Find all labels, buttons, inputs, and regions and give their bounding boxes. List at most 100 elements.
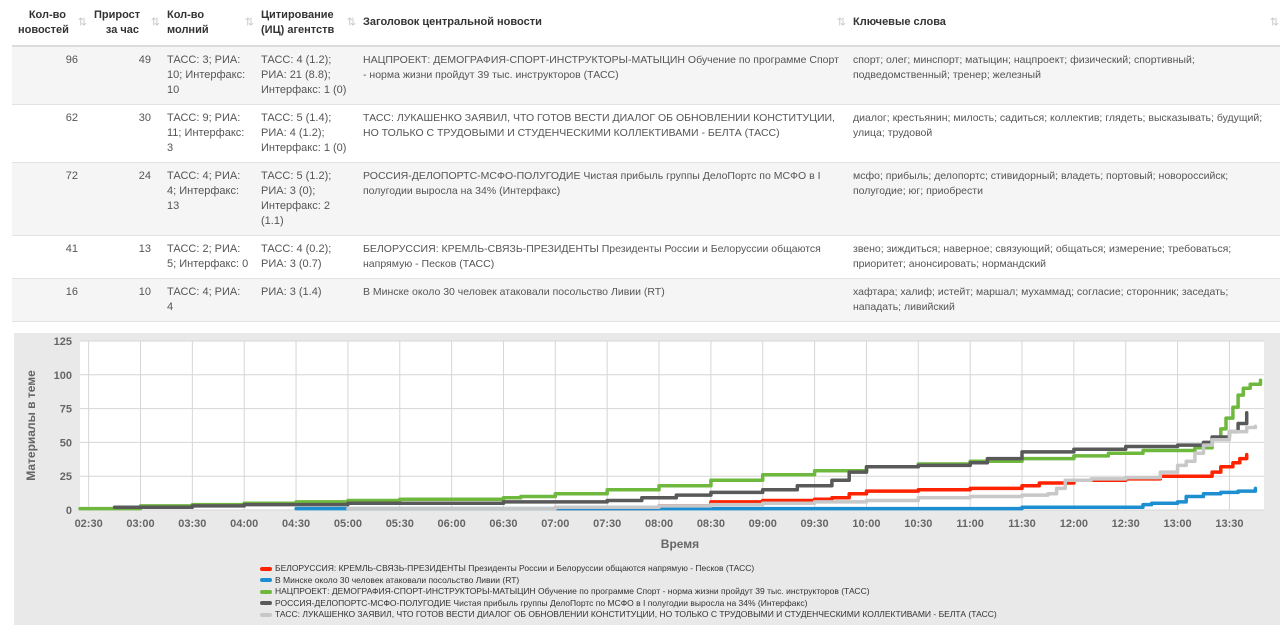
cell-citation: РИА: 3 (1.4) <box>255 278 357 322</box>
sort-icon[interactable]: ⇅ <box>1269 16 1279 28</box>
legend-item[interactable]: НАЦПРОЕКТ: ДЕМОГРАФИЯ-СПОРТ-ИНСТРУКТОРЫ-… <box>260 586 997 598</box>
cell-flash-count: ТАСС: 9; РИА: 11; Интерфакс: 3 <box>161 104 255 163</box>
x-tick-label: 06:30 <box>489 518 517 530</box>
x-tick-label: 04:00 <box>230 518 258 530</box>
legend-label: В Минске около 30 человек атаковали посо… <box>275 574 520 585</box>
cell-keywords: звено; зиждиться; наверное; связующий; о… <box>847 235 1280 279</box>
cell-growth: 30 <box>88 104 161 163</box>
series-line-4[interactable] <box>346 424 1258 511</box>
legend-swatch <box>260 612 272 617</box>
legend-item[interactable]: РОССИЯ-ДЕЛОПОРТС-МСФО-ПОЛУГОДИЕ Чистая п… <box>260 598 997 610</box>
sort-icon[interactable]: ⇅ <box>77 16 87 28</box>
cell-keywords: хафтара; халиф; истейт; маршал; мухаммад… <box>847 278 1280 322</box>
x-tick-label: 07:00 <box>541 518 569 530</box>
header-label: (ИЦ) агентств <box>261 23 335 36</box>
y-tick-label: 75 <box>60 404 72 416</box>
cell-keywords: спорт; олег; минспорт; матыцин; нацпроек… <box>847 46 1280 105</box>
y-tick-label: 25 <box>60 471 72 483</box>
x-axis-label: Время <box>661 537 699 551</box>
table-header-row: Кол-во новостей ⇅ Прирост за час ⇅ Кол-во молни… <box>12 0 1280 47</box>
cell-headline: ТАСС: ЛУКАШЕНКО ЗАЯВИЛ, ЧТО ГОТОВ ВЕСТИ … <box>357 104 847 163</box>
sort-icon[interactable]: ⇅ <box>836 16 846 28</box>
legend-label: БЕЛОРУССИЯ: КРЕМЛЬ-СВЯЗЬ-ПРЕЗИДЕНТЫ През… <box>275 563 755 573</box>
header-label: за час <box>105 23 139 36</box>
header-col-news-count[interactable]: Кол-во новостей ⇅ <box>12 0 88 47</box>
cell-flash-count: ТАСС: 4; РИА: 4; Интерфакс: 13 <box>161 162 255 236</box>
x-tick-label: 11:30 <box>1008 518 1036 530</box>
cell-citation: ТАСС: 4 (0.2); РИА: 3 (0.7) <box>255 235 357 279</box>
legend-item[interactable]: ТАСС: ЛУКАШЕНКО ЗАЯВИЛ, ЧТО ГОТОВ ВЕСТИ … <box>260 609 997 621</box>
x-tick-label: 11:00 <box>956 518 984 530</box>
y-tick-label: 50 <box>60 437 72 449</box>
cell-growth: 24 <box>88 162 161 236</box>
x-tick-label: 06:00 <box>438 518 466 530</box>
legend-swatch <box>260 578 272 583</box>
header-label: Цитирование <box>261 8 334 21</box>
x-tick-label: 07:30 <box>593 518 621 530</box>
x-tick-label: 13:30 <box>1215 518 1243 530</box>
y-axis-label: Материалы в теме <box>24 370 38 481</box>
y-tick-label: 100 <box>54 370 72 382</box>
header-label: Кол-во <box>28 8 66 21</box>
cell-news-count: 62 <box>12 104 88 163</box>
cell-news-count: 72 <box>12 162 88 236</box>
header-label: Ключевые слова <box>853 16 946 28</box>
x-tick-label: 09:00 <box>749 518 777 530</box>
legend-label: НАЦПРОЕКТ: ДЕМОГРАФИЯ-СПОРТ-ИНСТРУКТОРЫ-… <box>275 586 870 596</box>
sort-icon[interactable]: ⇅ <box>346 16 356 28</box>
cell-headline: РОССИЯ-ДЕЛОПОРТС-МСФО-ПОЛУГОДИЕ Чистая п… <box>357 162 847 236</box>
table-row[interactable]: 72 24 ТАСС: 4; РИА: 4; Интерфакс: 13 ТАСС: … <box>12 162 1280 236</box>
sort-icon[interactable]: ⇅ <box>244 16 254 28</box>
table-row[interactable]: 96 49 ТАСС: 3; РИА: 10; Интерфакс: 10 ТАСС:… <box>12 46 1280 105</box>
series-line-1[interactable] <box>294 486 1258 511</box>
table-row[interactable]: 16 10 ТАСС: 4; РИА: 4 РИА: 3 (1.4) В Минске … <box>12 278 1280 322</box>
table-body: 96 49 ТАСС: 3; РИА: 10; Интерфакс: 10 ТАСС:… <box>12 46 1280 322</box>
header-col-citation[interactable]: Цитирование (ИЦ) агентств ⇅ <box>255 0 357 47</box>
legend-item[interactable]: В Минске около 30 человек атаковали посо… <box>260 575 997 587</box>
header-col-growth[interactable]: Прирост за час ⇅ <box>88 0 161 47</box>
cell-headline: НАЦПРОЕКТ: ДЕМОГРАФИЯ-СПОРТ-ИНСТРУКТОРЫ-… <box>357 46 847 105</box>
cell-keywords: мсфо; прибыль; делопортс; стивидорный; в… <box>847 162 1280 236</box>
x-tick-label: 08:30 <box>697 518 725 530</box>
sort-icon[interactable]: ⇅ <box>150 16 160 28</box>
cell-citation: ТАСС: 5 (1.2); РИА: 3 (0); Интерфакс: 2 … <box>255 162 357 236</box>
x-tick-label: 09:30 <box>801 518 829 530</box>
x-tick-label: 05:00 <box>334 518 362 530</box>
header-label: молний <box>167 23 209 36</box>
legend-swatch <box>260 589 272 594</box>
line-chart: 0 25 50 75 100 125 02:30 03:00 03:30 04:00 04:30 05… <box>24 336 1264 551</box>
cell-citation: ТАСС: 4 (1.2); РИА: 21 (8.8); Интерфакс:… <box>255 46 357 105</box>
x-tick-label: 04:30 <box>282 518 310 530</box>
x-tick-label: 13:00 <box>1164 518 1192 530</box>
y-tick-label: 125 <box>54 336 72 348</box>
chart-legend: БЕЛОРУССИЯ: КРЕМЛЬ-СВЯЗЬ-ПРЕЗИДЕНТЫ През… <box>260 563 997 621</box>
cell-growth: 10 <box>88 278 161 322</box>
cell-flash-count: ТАСС: 3; РИА: 10; Интерфакс: 10 <box>161 46 255 105</box>
header-label: Заголовок центральной новости <box>363 16 542 28</box>
cell-citation: ТАСС: 5 (1.4); РИА: 4 (1.2); Интерфакс: … <box>255 104 357 163</box>
chart-panel: 0 25 50 75 100 125 02:30 03:00 03:30 04:00 04:30 05… <box>14 333 1280 625</box>
table-row[interactable]: 41 13 ТАСС: 2; РИА: 5; Интерфакс: 0 ТАСС: 4… <box>12 235 1280 279</box>
x-tick-label: 02:30 <box>75 518 103 530</box>
y-tick-label: 0 <box>66 505 72 517</box>
legend-swatch <box>260 566 272 571</box>
cell-news-count: 16 <box>12 278 88 322</box>
x-tick-label: 10:00 <box>852 518 880 530</box>
x-tick-label: 05:30 <box>386 518 414 530</box>
x-tick-label: 10:30 <box>904 518 932 530</box>
series-line-0[interactable] <box>553 452 1249 511</box>
legend-item[interactable]: БЕЛОРУССИЯ: КРЕМЛЬ-СВЯЗЬ-ПРЕЗИДЕНТЫ През… <box>260 563 997 575</box>
header-col-headline[interactable]: Заголовок центральной новости ⇅ <box>357 0 847 47</box>
news-table: Кол-во новостей ⇅ Прирост за час ⇅ Кол-во молни… <box>12 0 1280 322</box>
header-col-flash-count[interactable]: Кол-во молний ⇅ <box>161 0 255 47</box>
x-tick-label: 12:30 <box>1112 518 1140 530</box>
table-row[interactable]: 62 30 ТАСС: 9; РИА: 11; Интерфакс: 3 ТАСС: … <box>12 104 1280 163</box>
header-label: Прирост <box>94 8 141 21</box>
cell-keywords: диалог; крестьянин; милость; садиться; к… <box>847 104 1280 163</box>
cell-news-count: 96 <box>12 46 88 105</box>
header-label: Кол-во <box>167 8 205 21</box>
header-col-keywords[interactable]: Ключевые слова ⇅ <box>847 0 1280 47</box>
cell-flash-count: ТАСС: 4; РИА: 4 <box>161 278 255 322</box>
legend-label: ТАСС: ЛУКАШЕНКО ЗАЯВИЛ, ЧТО ГОТОВ ВЕСТИ … <box>275 609 997 619</box>
header-label: новостей <box>18 23 69 36</box>
